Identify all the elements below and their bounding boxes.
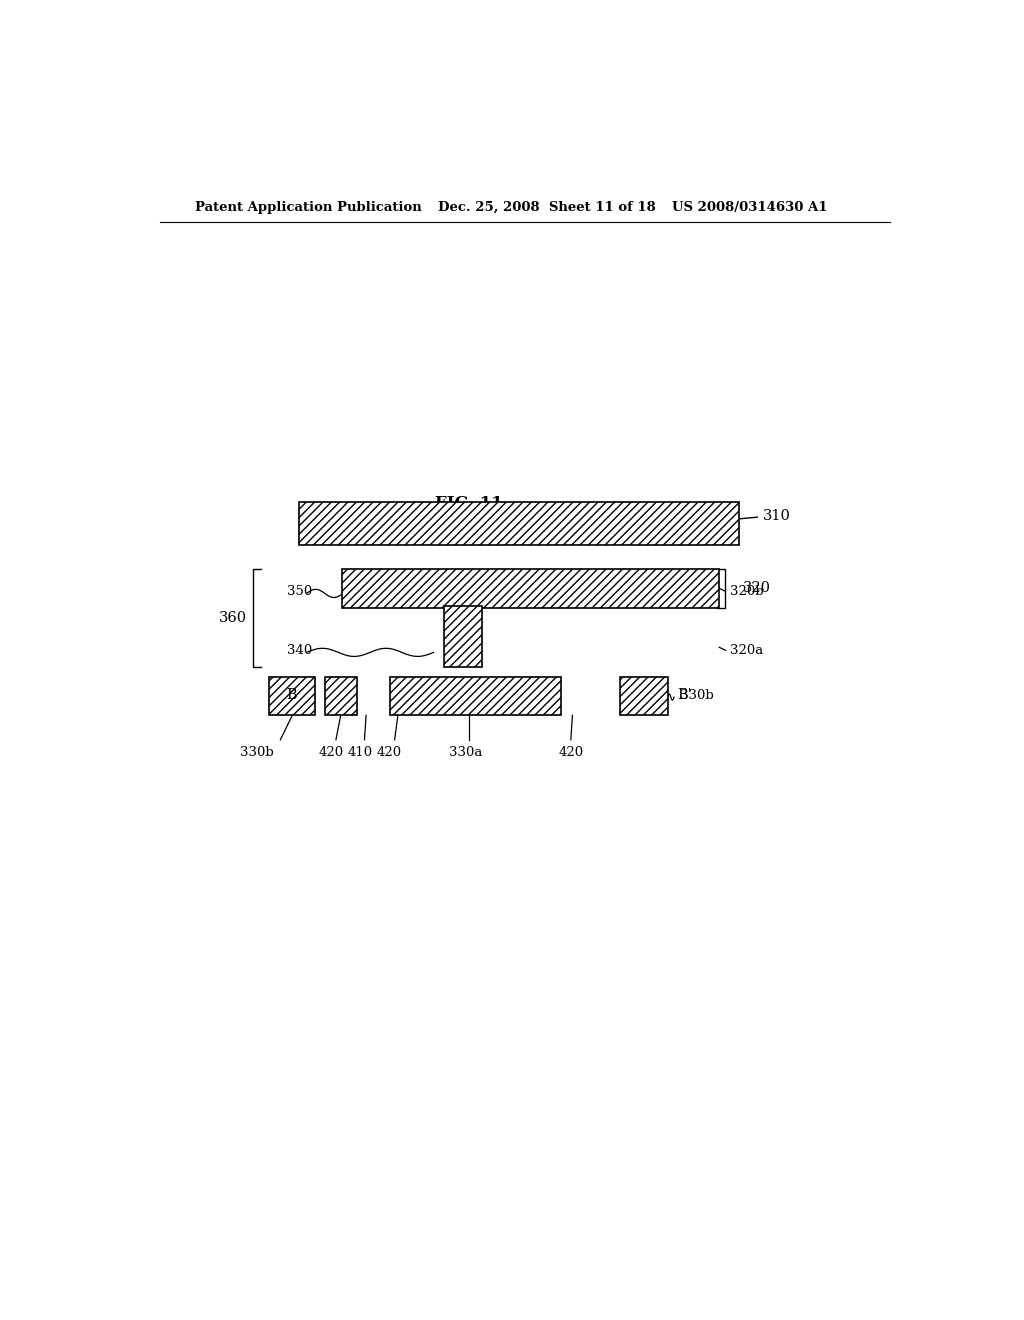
Bar <box>299 502 739 545</box>
Bar <box>620 677 668 715</box>
Bar <box>443 606 482 667</box>
Text: US 2008/0314630 A1: US 2008/0314630 A1 <box>672 201 827 214</box>
Text: FIG. 11: FIG. 11 <box>435 495 503 512</box>
Bar <box>325 677 356 715</box>
Text: 320: 320 <box>743 581 771 595</box>
Text: 330a: 330a <box>449 747 482 759</box>
Text: 420: 420 <box>377 747 401 759</box>
Text: 320a: 320a <box>729 644 763 657</box>
Text: Patent Application Publication: Patent Application Publication <box>196 201 422 214</box>
Text: 330b: 330b <box>240 747 273 759</box>
Bar <box>342 569 719 607</box>
Text: 330b: 330b <box>680 689 714 701</box>
Text: 410: 410 <box>348 747 373 759</box>
Text: 340: 340 <box>287 644 312 657</box>
Bar <box>269 677 315 715</box>
Text: B': B' <box>677 688 692 702</box>
Text: 310: 310 <box>763 510 791 523</box>
Text: 420: 420 <box>558 747 584 759</box>
Text: 420: 420 <box>318 747 344 759</box>
Text: 350: 350 <box>287 585 312 598</box>
Bar <box>390 677 560 715</box>
Text: 360: 360 <box>219 611 247 624</box>
Text: Dec. 25, 2008  Sheet 11 of 18: Dec. 25, 2008 Sheet 11 of 18 <box>437 201 655 214</box>
Text: B: B <box>287 688 297 702</box>
Text: 320b: 320b <box>729 585 763 598</box>
